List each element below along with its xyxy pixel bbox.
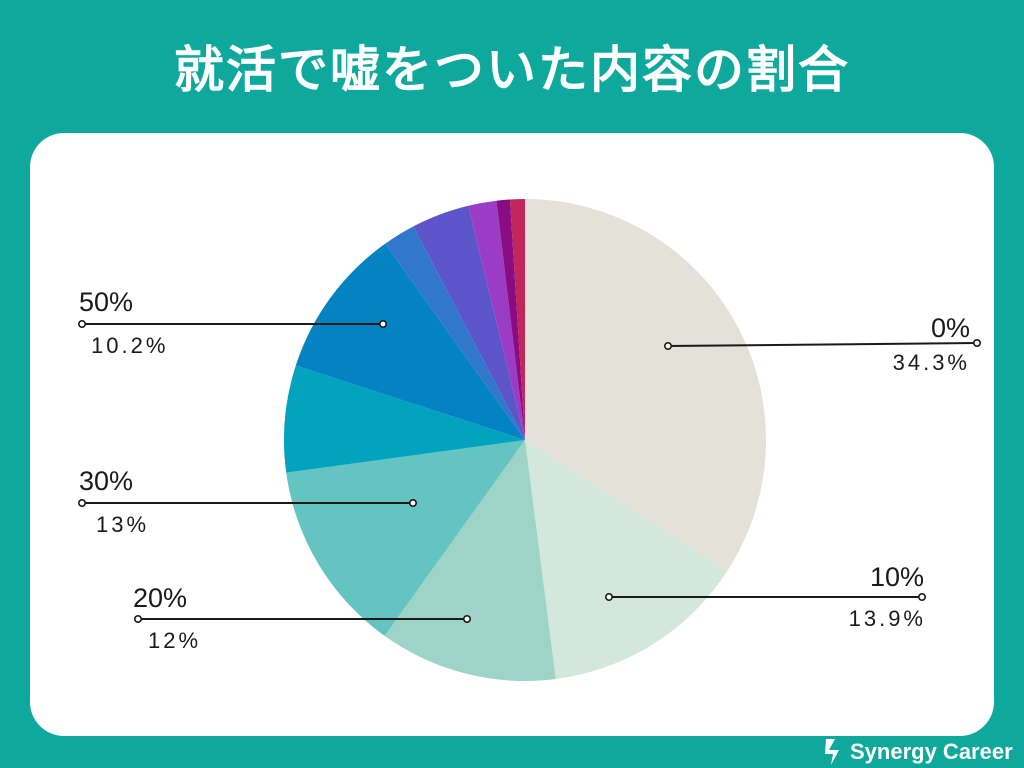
- slice-category-label-0pct: 0%: [931, 313, 970, 343]
- leader-dot-inner-0pct: [663, 341, 672, 350]
- slice-category-label-20pct: 20%: [133, 583, 187, 613]
- leader-dot-inner-50pct: [378, 319, 387, 328]
- leader-dot-outer-0pct: [972, 338, 981, 347]
- pie-slice-90pct: [496, 199, 525, 440]
- slice-labels: 0% 34.3% 10% 13.9% 20% 12% 30% 13% 50% 10.2%: [78, 287, 981, 653]
- leader-dot-inner-20pct: [462, 614, 471, 623]
- pie-slice-30pct: [286, 440, 525, 636]
- pie-slice-80pct: [468, 200, 525, 440]
- slice-category-label-50pct: 50%: [79, 287, 133, 317]
- slice-value-label-20pct: 12%: [148, 628, 201, 653]
- pie-slice-60pct: [385, 226, 525, 440]
- leader-dot-outer-50pct: [78, 319, 87, 328]
- chart-title: 就活で嘘をついた内容の割合: [174, 41, 850, 99]
- slice-value-label-30pct: 13%: [96, 512, 149, 537]
- slice-category-label-10pct: 10%: [870, 562, 924, 592]
- pie-slice-100pct: [509, 199, 525, 440]
- pie-slice-50pct: [295, 243, 525, 440]
- slice-category-label-30pct: 30%: [79, 466, 133, 496]
- pie-slice-20pct: [384, 440, 556, 681]
- brand-mark-icon: [825, 738, 839, 765]
- pie-slice-10pct: [525, 440, 728, 680]
- leader-dot-outer-10pct: [917, 592, 926, 601]
- brand-logo: Synergy Career: [822, 735, 1013, 768]
- pie-slice-40pct: [283, 365, 525, 473]
- slice-value-label-10pct: 13.9%: [849, 606, 926, 631]
- leader-line-0pct: [667, 342, 978, 347]
- leader-dot-outer-20pct: [134, 614, 143, 623]
- leader-dot-inner-30pct: [408, 498, 417, 507]
- pie-slice-0pct: [525, 199, 767, 571]
- brand-name: Synergy Career: [850, 738, 1013, 764]
- leader-dot-inner-10pct: [604, 592, 613, 601]
- slice-value-label-0pct: 34.3%: [893, 350, 970, 375]
- pie-slices: [283, 199, 767, 681]
- slice-value-label-50pct: 10.2%: [91, 333, 168, 358]
- leader-dot-outer-30pct: [78, 498, 87, 507]
- pie-slice-70pct: [413, 205, 525, 440]
